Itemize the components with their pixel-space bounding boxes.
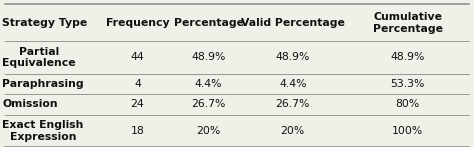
Text: Valid Percentage: Valid Percentage bbox=[241, 18, 345, 28]
Text: 24: 24 bbox=[130, 99, 145, 109]
Text: Strategy Type: Strategy Type bbox=[2, 18, 88, 28]
Text: 18: 18 bbox=[130, 126, 145, 136]
Text: Paraphrasing: Paraphrasing bbox=[2, 79, 84, 89]
Text: 20%: 20% bbox=[281, 126, 305, 136]
Text: Partial
Equivalence: Partial Equivalence bbox=[2, 47, 76, 68]
Text: Percentage: Percentage bbox=[173, 18, 244, 28]
Text: 44: 44 bbox=[130, 52, 145, 62]
Text: 80%: 80% bbox=[395, 99, 420, 109]
Text: Exact English
Expression: Exact English Expression bbox=[2, 120, 84, 142]
Text: 26.7%: 26.7% bbox=[191, 99, 226, 109]
Text: Frequency: Frequency bbox=[106, 18, 169, 28]
Text: 48.9%: 48.9% bbox=[191, 52, 226, 62]
Text: Cumulative
Percentage: Cumulative Percentage bbox=[373, 12, 443, 34]
Text: Omission: Omission bbox=[2, 99, 58, 109]
Text: 100%: 100% bbox=[392, 126, 423, 136]
Text: 4.4%: 4.4% bbox=[279, 79, 307, 89]
Text: 20%: 20% bbox=[196, 126, 221, 136]
Text: 4.4%: 4.4% bbox=[195, 79, 222, 89]
Text: 4: 4 bbox=[134, 79, 141, 89]
Text: 53.3%: 53.3% bbox=[391, 79, 425, 89]
Text: 48.9%: 48.9% bbox=[391, 52, 425, 62]
Text: 48.9%: 48.9% bbox=[275, 52, 310, 62]
Text: 26.7%: 26.7% bbox=[275, 99, 310, 109]
